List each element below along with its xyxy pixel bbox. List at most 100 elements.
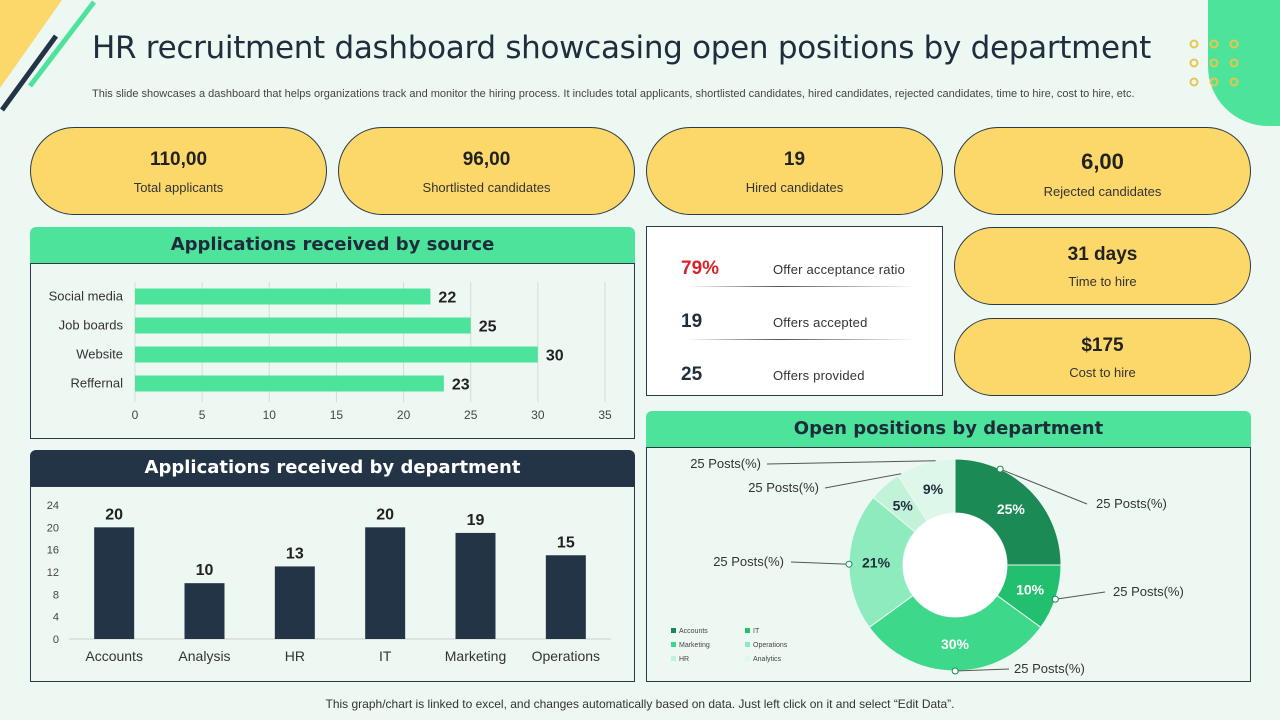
- dept-chart-title: Applications received by department: [30, 450, 635, 486]
- slice-label: 30%: [941, 636, 970, 652]
- kpi-value: $175: [1081, 335, 1124, 356]
- data-label: 30: [546, 348, 564, 365]
- x-tick-label: 5: [199, 408, 206, 422]
- y-tick-label: 4: [53, 612, 59, 624]
- callout-dot: [996, 465, 1004, 473]
- x-category-label: Analysis: [178, 648, 230, 664]
- y-tick-label: 0: [53, 634, 59, 646]
- legend-label: Marketing: [679, 642, 710, 649]
- y-category-label: Job boards: [59, 318, 124, 333]
- kpi-value: 96,00: [462, 149, 511, 170]
- offer-value: 25: [681, 364, 703, 385]
- data-label: 10: [196, 562, 214, 579]
- page-title: HR recruitment dashboard showcasing open…: [92, 30, 1152, 66]
- donut-hole: [903, 513, 1007, 617]
- legend-swatch: [671, 656, 676, 661]
- dot-grid-decoration: [1189, 39, 1239, 87]
- data-label: 19: [467, 512, 485, 529]
- kpi-label: Time to hire: [1068, 274, 1137, 289]
- donut-slice: [897, 458, 956, 522]
- corner-decoration: [0, 0, 96, 112]
- callout-label: 25 Posts(%): [690, 456, 761, 471]
- data-label: 15: [557, 534, 575, 551]
- offer-label: Offers provided: [773, 368, 865, 383]
- kpi-value: 31 days: [1067, 244, 1138, 265]
- legend-label: HR: [679, 656, 689, 663]
- data-label: 20: [105, 506, 123, 523]
- legend-swatch: [671, 628, 676, 633]
- kpi-value: 6,00: [1081, 149, 1124, 174]
- legend-label: Analytics: [753, 656, 782, 663]
- callout-dot: [845, 560, 853, 568]
- offer-value: 79%: [681, 258, 720, 279]
- offer-label: Offer acceptance ratio: [773, 262, 906, 277]
- legend-swatch: [745, 656, 750, 661]
- kpi-hired: 19 Hired candidates: [646, 127, 943, 215]
- x-category-label: Accounts: [85, 648, 143, 664]
- bar: [274, 566, 315, 639]
- kpi-time-to-hire: 31 days Time to hire: [954, 227, 1251, 305]
- page-subtitle: This slide showcases a dashboard that he…: [92, 88, 1135, 100]
- kpi-label: Cost to hire: [1069, 365, 1136, 380]
- slice-label: 5%: [893, 498, 914, 514]
- bar: [545, 555, 586, 639]
- callout-label: 25 Posts(%): [1096, 496, 1167, 511]
- callout-label: 25 Posts(%): [1014, 661, 1085, 676]
- y-tick-label: 8: [53, 589, 59, 601]
- data-label: 22: [438, 290, 456, 307]
- callout-line: [824, 473, 902, 489]
- kpi-total-applicants: 110,00 Total applicants: [30, 127, 327, 215]
- x-tick-label: 0: [132, 408, 139, 422]
- source-bar-chart: 0 5 10 15 20 25 30 35 Social media 22 Job boards 25…: [49, 282, 612, 422]
- divider: [687, 339, 917, 340]
- legend-swatch: [745, 628, 750, 633]
- y-tick-label: 16: [47, 545, 59, 557]
- legend-label: IT: [753, 628, 760, 635]
- legend-swatch: [745, 642, 750, 647]
- slice-label: 9%: [923, 481, 944, 497]
- slice-label: 25%: [997, 501, 1026, 517]
- x-tick-label: 35: [598, 408, 612, 422]
- bar: [135, 346, 538, 363]
- callout-dot: [951, 667, 959, 675]
- legend-label: Accounts: [679, 628, 708, 635]
- bar: [94, 527, 135, 639]
- kpi-cost-to-hire: $175 Cost to hire: [954, 318, 1251, 396]
- callout-line: [1055, 591, 1106, 600]
- open-positions-panel: 25% 10% 30% 21% 5% 9% 25 Posts(%) 25 Posts(%) 25…: [646, 447, 1251, 682]
- x-tick-label: 25: [464, 408, 478, 422]
- callout-label: 25 Posts(%): [713, 554, 784, 569]
- offer-value: 19: [681, 311, 703, 332]
- dept-chart-panel: 0 4 8 12 16 20 24 20 Accounts 10 Analysis 13 HR 20 IT 1…: [30, 486, 635, 682]
- offer-acceptance-row: 79% Offer acceptance ratio: [647, 240, 942, 293]
- source-chart-panel: 0 5 10 15 20 25 30 35 Social media 22 Job boards 25…: [30, 263, 635, 439]
- offers-accepted-row: 19 Offers accepted: [647, 293, 942, 346]
- bar: [365, 527, 406, 639]
- footer-note: This graph/chart is linked to excel, and…: [325, 697, 955, 711]
- y-category-label: Website: [76, 347, 123, 362]
- callout-label: 25 Posts(%): [748, 480, 819, 495]
- bar: [135, 375, 444, 392]
- x-tick-label: 10: [263, 408, 277, 422]
- open-positions-donut: 25% 10% 30% 21% 5% 9% 25 Posts(%) 25 Posts(%) 25…: [671, 456, 1184, 676]
- data-label: 23: [452, 377, 470, 394]
- callout-label: 25 Posts(%): [1113, 584, 1184, 599]
- bar: [135, 317, 471, 334]
- y-tick-label: 24: [47, 500, 59, 512]
- open-positions-title: Open positions by department: [646, 411, 1251, 447]
- callout-line: [766, 460, 936, 465]
- kpi-value: 19: [783, 149, 806, 170]
- offer-label: Offers accepted: [773, 315, 868, 330]
- y-category-label: Reffernal: [70, 376, 123, 391]
- callout-line: [999, 468, 1088, 505]
- y-category-label: Social media: [49, 289, 124, 304]
- x-tick-label: 30: [531, 408, 545, 422]
- x-tick-label: 15: [330, 408, 344, 422]
- kpi-label: Total applicants: [133, 180, 224, 195]
- data-label: 25: [479, 319, 497, 336]
- dept-bar-chart: 0 4 8 12 16 20 24 20 Accounts 10 Analysis 13 HR 20 IT 1…: [47, 500, 611, 664]
- x-category-label: Operations: [532, 648, 600, 664]
- callout-dot: [1051, 595, 1059, 603]
- kpi-label: Hired candidates: [745, 180, 844, 195]
- divider: [687, 286, 917, 287]
